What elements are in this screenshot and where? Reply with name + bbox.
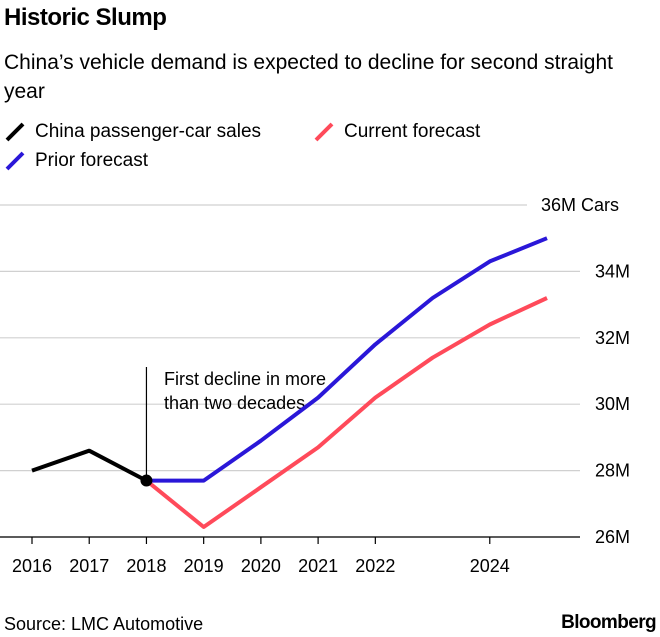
y-tick-label: 28M xyxy=(595,461,630,481)
legend-item-prior-forecast: Prior forecast xyxy=(4,150,148,172)
data-point-2018 xyxy=(140,474,153,487)
y-axis-ticks: 26M 28M 30M 32M 34M 36M Cars xyxy=(541,195,630,547)
x-tick-label: 2021 xyxy=(298,556,338,576)
current-forecast-line xyxy=(145,296,548,529)
chart-title: Historic Slump xyxy=(4,4,167,31)
bloomberg-logo: Bloomberg xyxy=(561,612,656,633)
series-lines xyxy=(31,236,548,529)
source-note: Source: LMC Automotive xyxy=(4,614,204,634)
x-tick-label: 2020 xyxy=(241,556,281,576)
x-tick-label: 2019 xyxy=(184,556,224,576)
y-tick-label: 26M xyxy=(595,527,630,547)
chart-subtitle: China’s vehicle demand is expected to de… xyxy=(4,51,613,103)
legend-label-current-forecast: Current forecast xyxy=(344,121,481,142)
annotation-text: than two decades xyxy=(164,393,305,413)
y-tick-label: 32M xyxy=(595,328,630,348)
legend-label-sales: China passenger-car sales xyxy=(35,121,262,142)
legend-swatch-sales xyxy=(5,122,25,142)
legend-item-sales: China passenger-car sales xyxy=(4,121,261,143)
x-tick-label: 2018 xyxy=(126,556,166,576)
annotation: First decline in more than two decades xyxy=(145,367,326,481)
x-tick-label: 2024 xyxy=(470,556,510,576)
y-tick-label: 30M xyxy=(595,394,630,414)
legend-swatch-current-forecast xyxy=(314,122,334,142)
legend-swatch-prior-forecast xyxy=(5,151,25,171)
prior-forecast-line xyxy=(146,236,548,483)
y-tick-label: 36M Cars xyxy=(541,195,619,215)
x-axis: 2016 2017 2018 2019 2020 2021 2022 2024 xyxy=(0,536,580,576)
x-tick-label: 2016 xyxy=(12,556,52,576)
annotation-text: First decline in more xyxy=(164,369,326,389)
china-passenger-car-sales-line xyxy=(31,448,148,483)
x-tick-label: 2022 xyxy=(355,556,395,576)
legend-label-prior-forecast: Prior forecast xyxy=(35,150,148,171)
legend-item-current-forecast: Current forecast xyxy=(313,121,480,143)
y-tick-label: 34M xyxy=(595,261,630,281)
x-tick-label: 2017 xyxy=(69,556,109,576)
